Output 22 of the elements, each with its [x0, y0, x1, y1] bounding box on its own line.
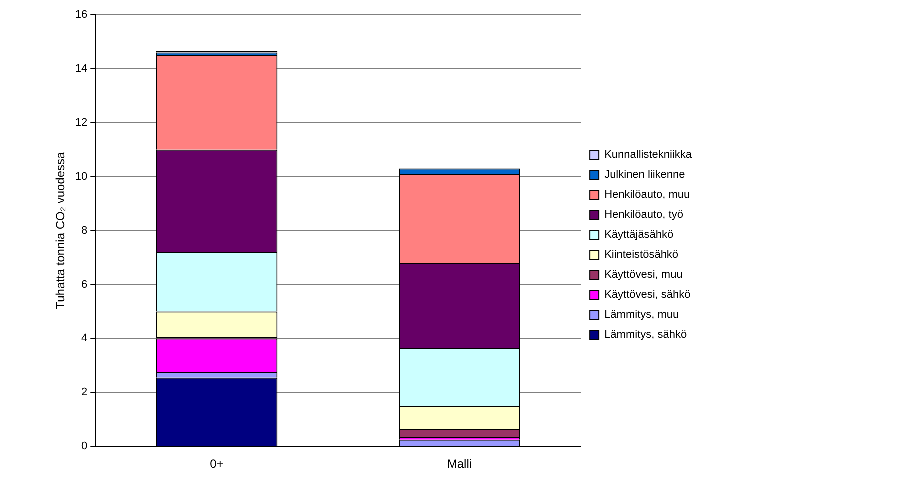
x-tick-label: 0+	[210, 457, 224, 472]
legend-label: Käyttövesi, muu	[604, 269, 683, 282]
y-tick-label: 4	[82, 332, 88, 345]
y-tick-label: 16	[75, 9, 88, 22]
legend-label: Julkinen liikenne	[604, 169, 686, 182]
y-tick-label: 0	[82, 440, 88, 453]
legend-label: Kunnallistekniikka	[604, 149, 693, 162]
x-tick-label: Malli	[447, 457, 472, 472]
y-axis-title: Tuhatta tonnia CO₂ vuodessa	[54, 152, 68, 310]
legend-label: Henkilöauto, muu	[604, 189, 690, 202]
y-tick-label: 12	[75, 116, 88, 129]
legend-label: Käyttövesi, sähkö	[604, 289, 691, 302]
y-tick-label: 2	[82, 386, 88, 399]
y-tick-label: 8	[82, 224, 88, 237]
y-tick-label: 14	[75, 62, 88, 75]
legend-label: Lämmitys, sähkö	[604, 329, 688, 342]
y-tick-label: 6	[82, 278, 88, 291]
legend-label: Käyttäjäsähkö	[604, 229, 674, 242]
legend-label: Kiinteistösähkö	[604, 249, 679, 262]
y-tick-label: 10	[75, 170, 88, 183]
legend-label: Lämmitys, muu	[604, 309, 680, 322]
legend-label: Henkilöauto, työ	[604, 209, 684, 222]
